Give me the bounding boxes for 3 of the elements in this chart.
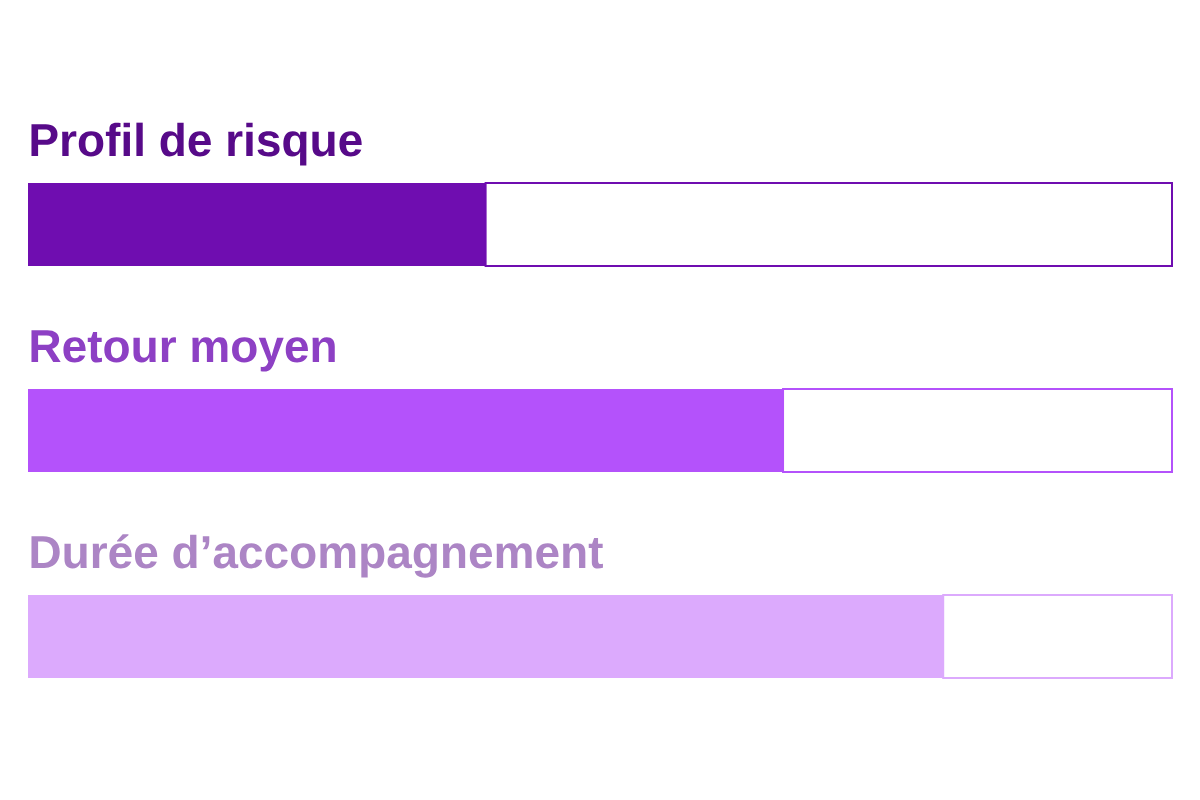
y-tick-label: Durée d’accompagnement xyxy=(31,534,603,578)
y-tick-label: Profil de risque xyxy=(31,122,362,166)
y-tick-label: Retour moyen xyxy=(31,330,335,372)
